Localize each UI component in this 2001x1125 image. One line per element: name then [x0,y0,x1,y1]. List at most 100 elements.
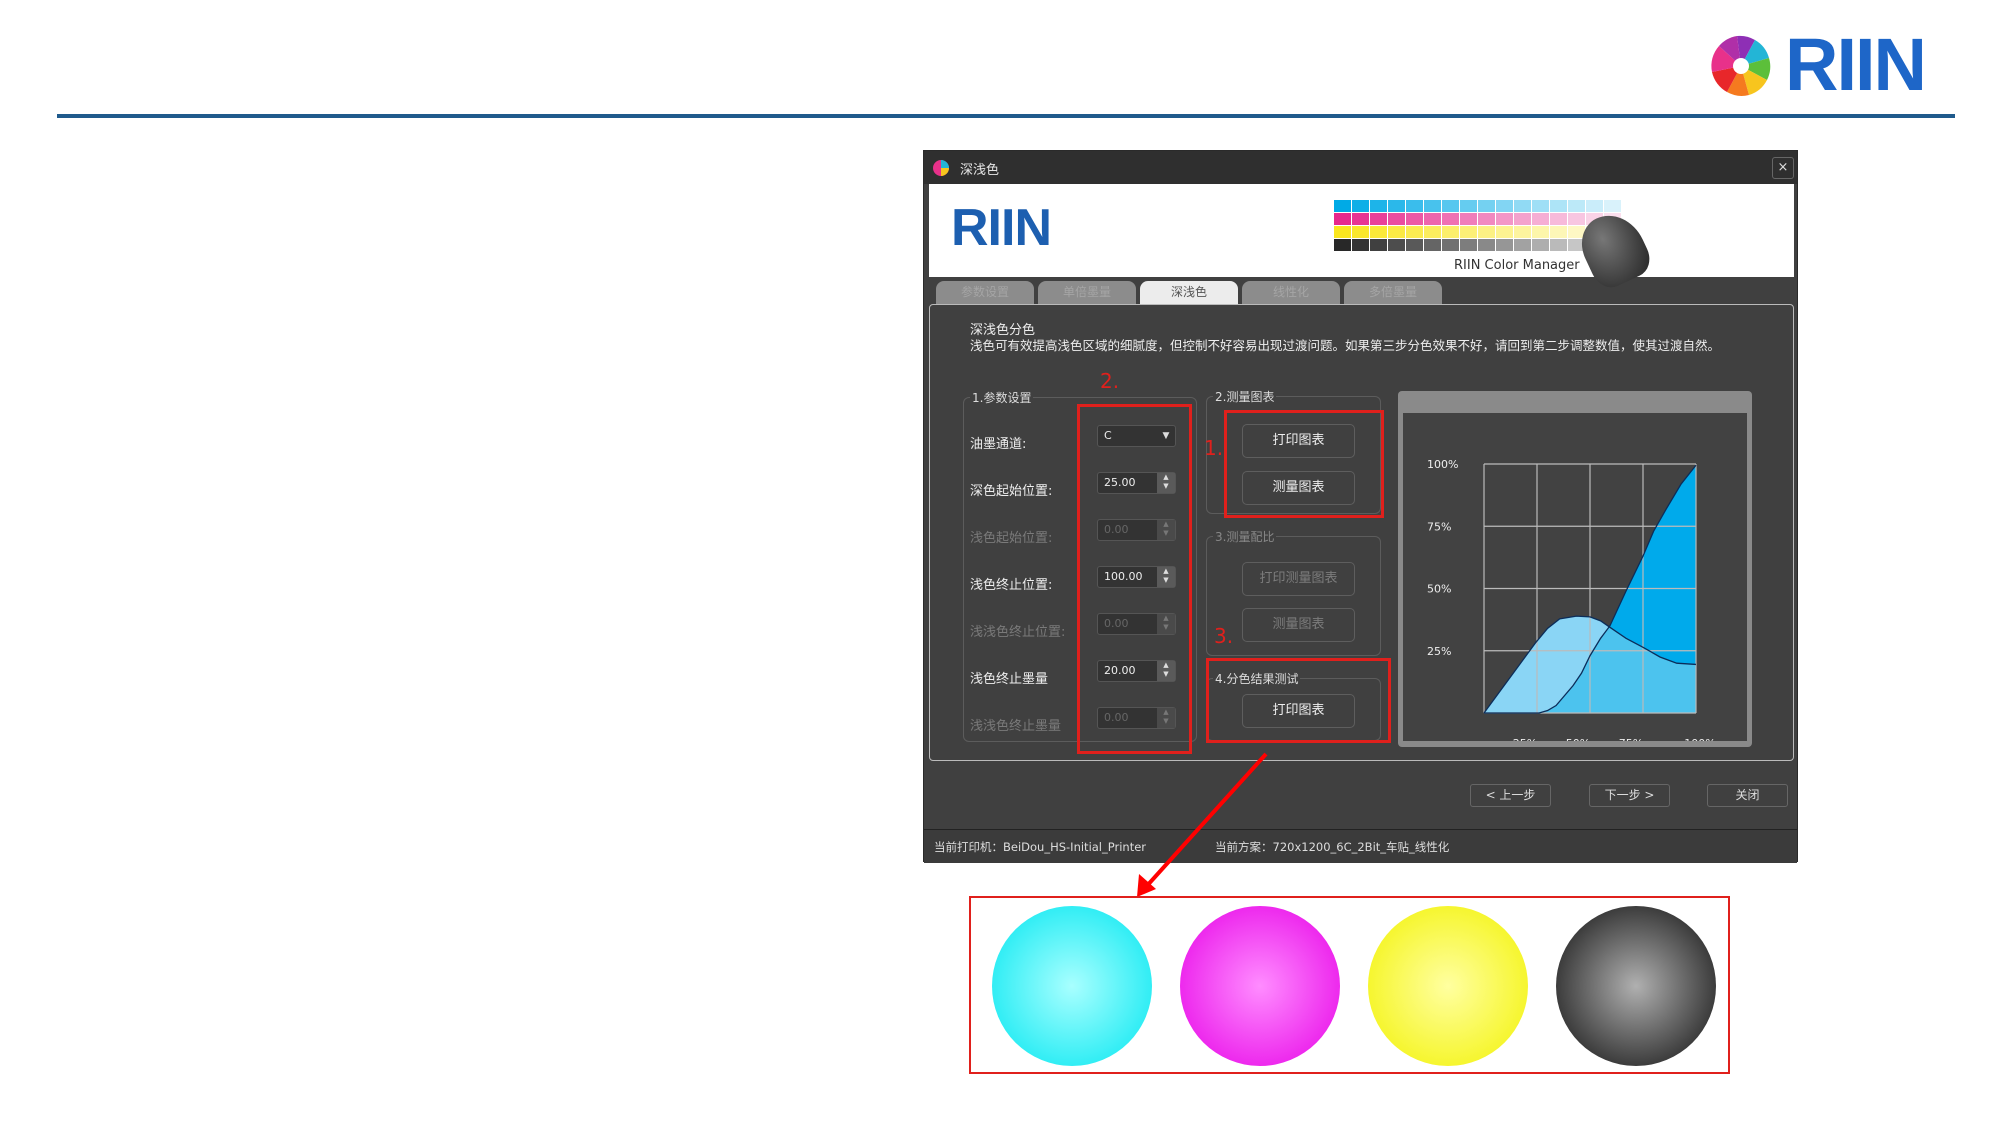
color-patch [1550,226,1567,238]
brand-name: RIIN [1785,23,1927,106]
y-tick-label: 100% [1427,458,1458,471]
measure-chart-button[interactable]: 测量图表 [1242,471,1355,505]
tab-1[interactable]: 单倍墨量 [1038,281,1136,304]
tab-3[interactable]: 线性化 [1242,281,1340,304]
color-patch [1388,239,1405,251]
close-window-button[interactable]: × [1772,157,1794,179]
color-patch [1406,200,1423,212]
field-label: 油墨通道: [970,437,1027,452]
spinner-arrows-icon[interactable]: ▲ ▼ [1157,614,1175,634]
color-patch [1424,213,1441,225]
color-patch [1568,213,1585,225]
x-tick-label: 75% [1619,737,1643,741]
field-value: 25.00 [1104,476,1136,489]
group-parameters: 1.参数设置 [963,389,1197,742]
group-measure-chart: 2.测量图表 [1206,388,1381,514]
color-patch [1514,213,1531,225]
field-value: 100.00 [1104,570,1143,583]
curve-chart-area: 25% 50% 75% 100% 25% 50% 75% 100% [1403,413,1747,750]
color-patch [1586,200,1603,212]
y-tick-label: 25% [1427,645,1451,658]
color-patch [1334,213,1351,225]
annotation-step-2: 2. [1100,369,1120,393]
color-patch [1460,239,1477,251]
field-value: 20.00 [1104,664,1136,677]
close-button[interactable]: 关闭 [1707,784,1788,807]
content-panel [929,304,1794,761]
color-patch [1334,226,1351,238]
color-patch [1352,200,1369,212]
value-spinbox[interactable]: 20.00 ▲ ▼ [1097,660,1176,682]
color-patch [1496,239,1513,251]
tab-0[interactable]: 参数设置 [936,281,1034,304]
spinner-arrows-icon[interactable]: ▲ ▼ [1157,473,1175,493]
field-value: 0.00 [1104,523,1129,536]
field-value: 0.00 [1104,711,1129,724]
group-measure-chart-title: 2.测量图表 [1213,388,1277,405]
title-bar: 深浅色 × [924,151,1797,184]
annotation-box-2 [1077,404,1192,754]
color-patch [1370,200,1387,212]
color-patch [1550,239,1567,251]
color-patch [1460,226,1477,238]
field-label: 浅色终止位置: [970,578,1053,593]
color-patch [1352,213,1369,225]
color-patch [1532,213,1549,225]
spinner-arrows-icon[interactable]: ▲ ▼ [1157,520,1175,540]
value-spinbox[interactable]: 0.00 ▲ ▼ [1097,519,1176,541]
color-patch [1424,226,1441,238]
value-spinbox[interactable]: 0.00 ▲ ▼ [1097,707,1176,729]
app-icon [933,160,949,176]
color-patch [1370,239,1387,251]
color-patch [1550,213,1567,225]
color-patch [1352,239,1369,251]
current-printer: 当前打印机：BeiDou_HS-Initial_Printer [934,840,1147,854]
color-patch [1352,226,1369,238]
tab-2[interactable]: 深浅色 [1140,281,1238,304]
color-patch [1496,200,1513,212]
print-measure-chart-button[interactable]: 打印测量图表 [1242,562,1355,596]
spinner-arrows-icon[interactable]: ▲ ▼ [1157,708,1175,728]
next-step-button[interactable]: 下一步 > [1589,784,1670,807]
spinner-arrows-icon[interactable]: ▲ ▼ [1157,567,1175,587]
field-label: 浅浅色终止位置: [970,625,1066,640]
color-swatch-box [969,896,1730,1074]
color-patch [1496,226,1513,238]
prev-step-button[interactable]: < 上一步 [1470,784,1551,807]
color-patch [1460,213,1477,225]
color-patch [1406,213,1423,225]
color-patch [1388,200,1405,212]
header-divider [57,114,1955,118]
color-patch [1370,226,1387,238]
banner-logo: RIIN [951,199,1052,257]
color-patch [1478,226,1495,238]
cyan-swatch [992,906,1152,1066]
group-measure-ratio-title: 3.测量配比 [1213,528,1277,545]
value-spinbox[interactable]: 0.00 ▲ ▼ [1097,613,1176,635]
value-spinbox[interactable]: 100.00 ▲ ▼ [1097,566,1176,588]
color-patch [1406,239,1423,251]
color-patch [1604,200,1621,212]
dialog-title: 深浅色 [960,163,1000,178]
color-patch [1478,239,1495,251]
y-tick-label: 50% [1427,583,1451,596]
color-patch [1478,200,1495,212]
print-chart-button[interactable]: 打印图表 [1242,424,1355,458]
arrow-head-icon [1137,874,1156,897]
ink-channel-select[interactable]: C ▼ [1097,425,1176,447]
spinner-arrows-icon[interactable]: ▲ ▼ [1157,661,1175,681]
value-spinbox[interactable]: 25.00 ▲ ▼ [1097,472,1176,494]
chevron-down-icon[interactable]: ▼ [1162,431,1170,441]
series-line-0 [1483,615,1697,714]
color-patch [1460,200,1477,212]
print-test-chart-button[interactable]: 打印图表 [1242,694,1355,728]
group-result-test-title: 4.分色结果测试 [1213,670,1301,687]
color-patch [1514,239,1531,251]
color-patch [1442,213,1459,225]
color-patch [1514,200,1531,212]
tab-4[interactable]: 多倍墨量 [1344,281,1442,304]
current-scheme: 当前方案：720x1200_6C_2Bit_车贴_线性化 [1215,840,1450,854]
magenta-swatch [1180,906,1340,1066]
measure-ratio-chart-button[interactable]: 测量图表 [1242,608,1355,642]
group-measure-ratio: 3.测量配比 [1206,528,1381,656]
